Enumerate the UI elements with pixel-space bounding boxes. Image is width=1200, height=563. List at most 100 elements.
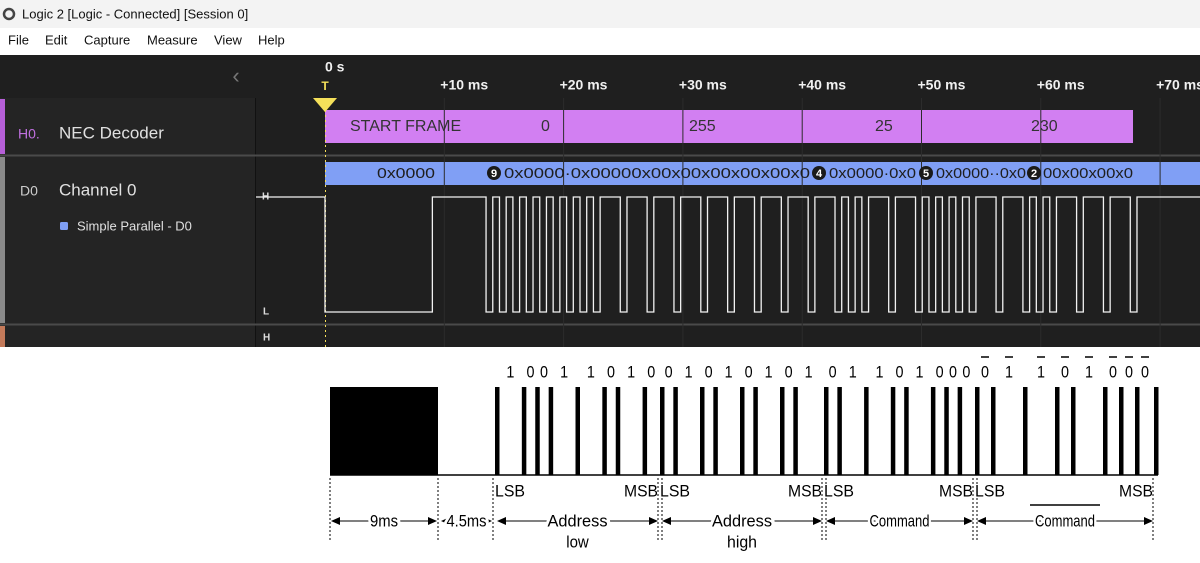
row-id: D0 [20,183,38,199]
msb-label: MSB [1119,481,1153,500]
time-tick-label: +30 ms [679,77,727,93]
bit-pulse [837,387,842,475]
bit-pulse [1071,387,1076,475]
time-tick-label: +10 ms [440,77,488,93]
leader-pulse [330,387,438,475]
dimension-label: 9ms [370,511,398,530]
row-stripe [0,326,5,347]
arrow-head [649,517,658,525]
bit-pulse [793,387,798,475]
bit-label: 1 [916,362,924,381]
dimension-label: Address [548,511,608,530]
bit-pulse [890,387,896,475]
bubble-badge-label: 2 [1031,168,1037,180]
bit-label: 0 [540,362,548,381]
bit-pulse [575,387,580,475]
time-tick-label: +40 ms [798,77,846,93]
time-tick-label: 0 s [325,59,345,75]
bubble-label: 0x0000··0x0 [936,165,1026,182]
bit-pulse [1154,387,1159,475]
decoder-frame: START FRAME [350,118,461,135]
bit-label: 1 [849,362,857,381]
arrow-head [331,517,340,525]
bubble-badge [487,166,501,180]
bit-pulse [495,387,500,475]
analyzer-name: Simple Parallel - D0 [77,218,192,233]
bit-label: 1 [805,362,813,381]
bit-label: 0 [949,362,957,381]
bit-label: 1 [1085,362,1093,381]
dimension-label: Address [712,511,772,530]
bit-pulse [991,387,996,475]
decoder-frame: 0 [541,118,550,135]
time-tick-label: +50 ms [918,77,966,93]
bubble-label: 0x0000·0x0 [829,165,916,182]
bit-label: 0 [527,362,535,381]
level-label: L [263,307,269,318]
bit-label: 0 [962,362,970,381]
level-label: H [263,333,270,344]
menu-item[interactable]: File [8,32,29,47]
bit-label: 0 [665,362,673,381]
bit-label: 1 [765,362,773,381]
bit-pulse [1023,387,1028,475]
bit-pulse [930,387,936,475]
bit-pulse [904,387,909,475]
dimension-label: high [727,532,757,551]
bit-label: 0 [647,362,655,381]
bit-pulse [944,387,949,475]
window-title: Logic 2 [Logic - Connected] [Session 0] [22,6,248,21]
menu-item[interactable]: Capture [84,32,130,47]
bit-pulse [975,387,980,475]
arrow-head [441,517,450,525]
bubble-label: 00x00x00x0 [1043,165,1133,182]
bit-pulse [602,387,607,475]
bit-label: 0 [705,362,713,381]
bubble-label: 0x0000 [377,165,435,182]
decoder-frame: 255 [689,118,716,135]
menu-item[interactable]: Measure [147,32,198,47]
bit-pulse [673,387,678,475]
menu-item[interactable]: Help [258,32,285,47]
bit-label: 1 [875,362,883,381]
app-icon [2,7,16,21]
bit-label: 0 [1061,362,1069,381]
analyzer-bar [325,162,1200,185]
bit-pulse [535,387,540,475]
row-stripe [0,99,5,154]
bit-label: 0 [896,362,904,381]
title-bar [0,0,1200,28]
bit-pulse [824,387,829,475]
bit-label: 0 [745,362,753,381]
bit-pulse [548,387,554,475]
msb-label: MSB [624,481,658,500]
bit-pulse [615,387,621,475]
bubble-badge [812,166,826,180]
bit-pulse [1135,387,1140,475]
collapse-button[interactable]: ‹ [232,63,239,88]
menu-item[interactable]: View [214,32,243,47]
timeline-header [0,55,1200,98]
dimension-label: Command [1035,511,1095,530]
bit-pulse [957,387,963,475]
row-name: NEC Decoder [59,123,164,142]
msb-label: MSB [788,481,822,500]
menu-bar [0,28,1200,55]
waveform [256,196,1200,313]
analyzer-swatch [60,222,68,230]
bubble-label: 0x0000·0x00000x00x00x00x00x00x0 [504,165,810,182]
arrow-head [964,517,973,525]
lsb-label: LSB [824,481,854,500]
arrow-head [662,517,671,525]
bit-pulse [1103,387,1108,475]
bit-label: 0 [607,362,615,381]
menu-item[interactable]: Edit [45,32,68,47]
row-stripe [0,157,5,323]
lsb-label: LSB [975,481,1005,500]
bubble-badge-label: 5 [923,168,929,180]
arrow-head [428,517,437,525]
arrow-head [977,517,986,525]
time-tick-label: +20 ms [560,77,608,93]
bit-pulse [780,387,785,475]
row-name: Channel 0 [59,180,137,199]
